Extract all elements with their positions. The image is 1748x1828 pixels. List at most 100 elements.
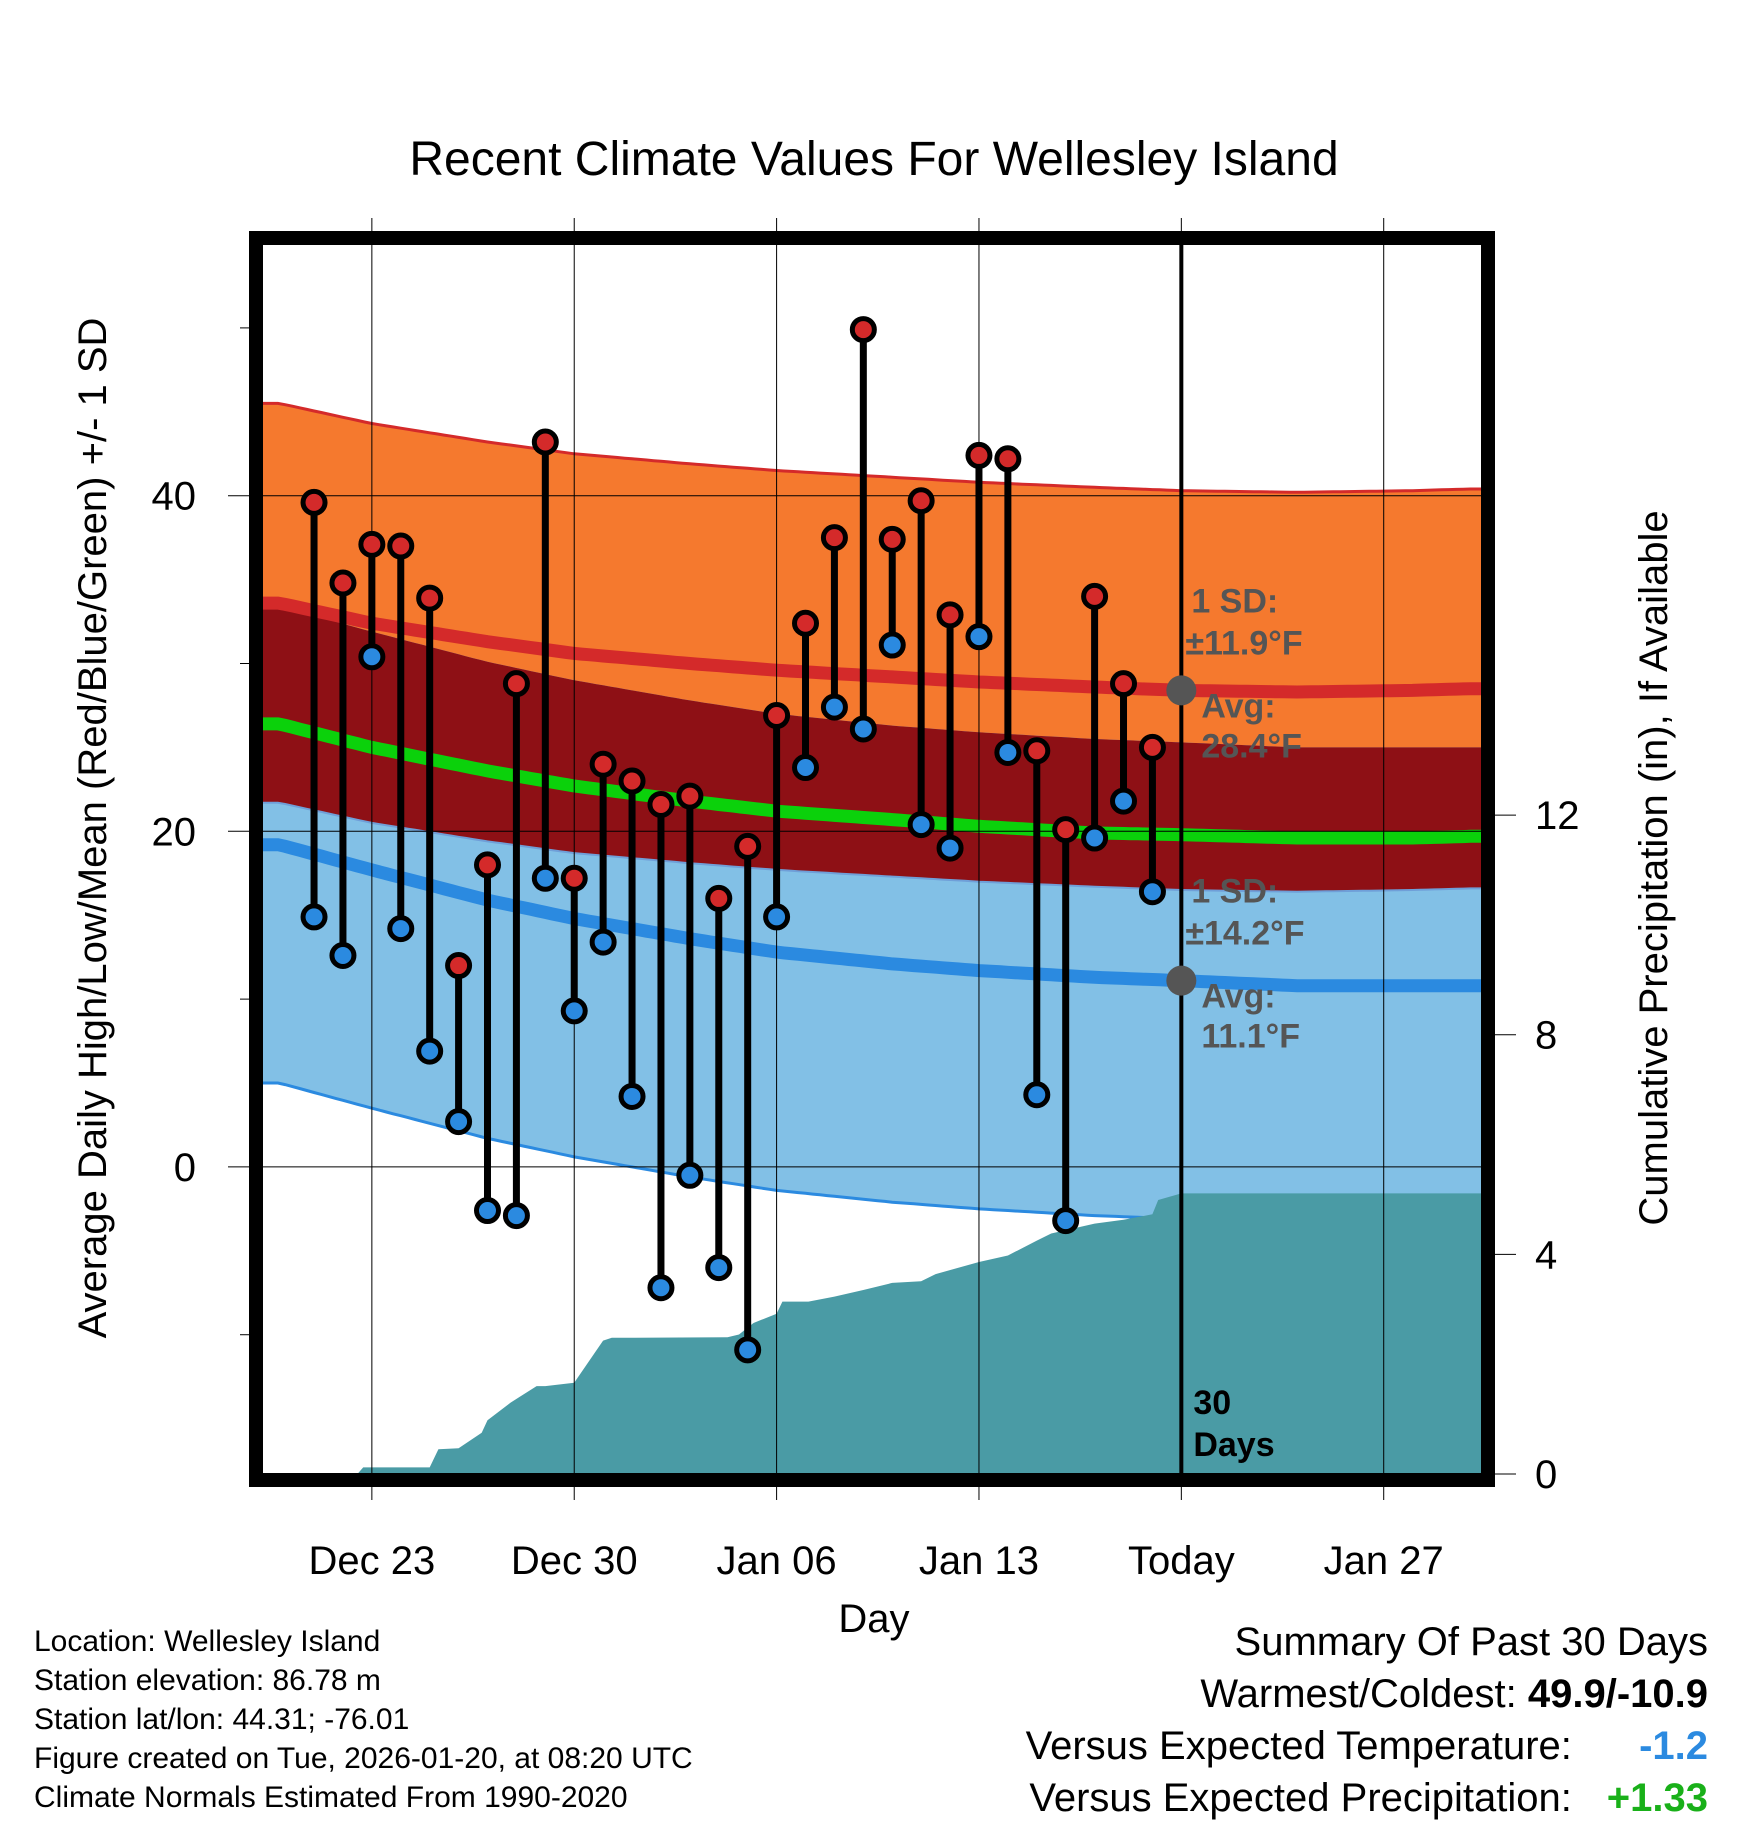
daily-high-point: [1081, 582, 1109, 610]
daily-low-point: [589, 928, 617, 956]
plot-frame: [249, 231, 1495, 1487]
x-axis-label: Day: [838, 1597, 909, 1641]
daily-high-point: [1110, 670, 1138, 698]
y2-tick-label: 12: [1535, 794, 1580, 838]
high-sd-lower-line: [262, 801, 1482, 893]
y2-tick-label: 4: [1535, 1233, 1557, 1277]
daily-high-point: [994, 445, 1022, 473]
overlap-band: [262, 606, 1482, 892]
daily-low-point: [473, 1197, 501, 1225]
summary-title: Summary Of Past 30 Days: [1234, 1620, 1708, 1664]
daily-high-point: [445, 952, 473, 980]
y-tick-label: 0: [174, 1146, 196, 1190]
daily-high-point: [589, 750, 617, 778]
daily-high-point: [936, 601, 964, 629]
x-tick-label: Today: [1128, 1539, 1235, 1583]
y-axis-label: Average Daily High/Low/Mean (Red/Blue/Gr…: [71, 318, 115, 1339]
temp-value: -1.2: [1639, 1724, 1708, 1768]
warm-cold-value: 49.9/-10.9: [1527, 1672, 1708, 1716]
chart-title: Recent Climate Values For Wellesley Isla…: [409, 133, 1338, 186]
daily-low-point: [531, 864, 559, 892]
daily-high-point: [300, 488, 328, 516]
daily-high-point: [387, 532, 415, 560]
precipitation-area: [262, 1193, 1482, 1474]
summary-precipitation: Versus Expected Precipitation: +1.33: [1029, 1776, 1708, 1821]
y2-tick-label: 0: [1535, 1453, 1557, 1497]
daily-low-point: [502, 1202, 530, 1230]
high-avg-marker: [1166, 675, 1197, 706]
daily-high-point: [502, 670, 530, 698]
high-avg-label: Avg:: [1201, 687, 1275, 725]
daily-low-point: [705, 1254, 733, 1282]
y-tick-label: 20: [152, 810, 197, 854]
y2-tick-label: 8: [1535, 1014, 1557, 1058]
normal-mean-line: [262, 717, 1482, 845]
daily-high-point: [358, 530, 386, 558]
daily-low-point: [734, 1336, 762, 1364]
normal-low-line: [262, 838, 1482, 993]
daily-high-point: [676, 782, 704, 810]
precip-value: +1.33: [1606, 1776, 1708, 1820]
high-sd-upper-line: [262, 401, 1482, 494]
daily-low-point: [1138, 878, 1166, 906]
summary-temperature: Versus Expected Temperature: -1.2: [1026, 1724, 1708, 1769]
daily-low-point: [965, 623, 993, 651]
daily-low-point: [1052, 1207, 1080, 1235]
info-location: Location: Wellesley Island: [34, 1625, 381, 1658]
days-count-label: 30: [1193, 1384, 1231, 1422]
y-tick-label: 40: [152, 475, 197, 519]
daily-high-point: [416, 584, 444, 612]
normal-high-line: [262, 596, 1482, 699]
daily-high-point: [763, 702, 791, 730]
x-tick-label: Jan 13: [919, 1539, 1039, 1583]
daily-low-point: [1023, 1081, 1051, 1109]
daily-low-point: [849, 715, 877, 743]
daily-low-point: [445, 1108, 473, 1136]
daily-low-point: [878, 631, 906, 659]
daily-low-point: [936, 834, 964, 862]
daily-high-point: [473, 851, 501, 879]
low-sd-value: ±14.2°F: [1185, 915, 1304, 953]
info-latlon: Station lat/lon: 44.31; -76.01: [34, 1703, 410, 1736]
daily-low-point: [792, 754, 820, 782]
x-tick-label: Jan 27: [1324, 1539, 1444, 1583]
station-info: Location: Wellesley Island Station eleva…: [34, 1622, 693, 1817]
daily-high-point: [560, 864, 588, 892]
info-elevation: Station elevation: 86.78 m: [34, 1664, 381, 1697]
daily-low-point: [1081, 824, 1109, 852]
high-sd-value: ±11.9°F: [1185, 624, 1302, 662]
daily-low-point: [300, 903, 328, 931]
daily-low-point: [647, 1274, 675, 1302]
daily-low-point: [763, 903, 791, 931]
daily-high-point: [329, 569, 357, 597]
daily-high-point: [1023, 737, 1051, 765]
y2-axis-label: Cumulative Precipitation (in), If Availa…: [1632, 510, 1676, 1225]
daily-high-point: [1138, 733, 1166, 761]
days-word-label: Days: [1193, 1426, 1274, 1464]
x-tick-label: Jan 06: [717, 1539, 837, 1583]
daily-low-point: [820, 693, 848, 721]
daily-high-point: [907, 487, 935, 515]
daily-low-point: [676, 1161, 704, 1189]
precip-label: Versus Expected Precipitation:: [1029, 1776, 1572, 1820]
daily-high-point: [792, 609, 820, 637]
warm-cold-label: Warmest/Coldest:: [1200, 1672, 1517, 1716]
x-tick-label: Dec 30: [511, 1539, 638, 1583]
daily-low-point: [1110, 787, 1138, 815]
low-avg-marker: [1166, 965, 1197, 996]
low-avg-label: Avg:: [1201, 978, 1275, 1016]
daily-high-point: [820, 524, 848, 552]
daily-low-point: [994, 738, 1022, 766]
daily-low-point: [358, 643, 386, 671]
daily-high-point: [878, 525, 906, 553]
daily-low-point: [560, 997, 588, 1025]
daily-low-point: [329, 941, 357, 969]
high-sd-label: 1 SD:: [1191, 582, 1278, 620]
daily-high-point: [849, 316, 877, 344]
daily-high-point: [965, 441, 993, 469]
daily-high-point: [618, 767, 646, 795]
high-avg-value: 28.4°F: [1201, 727, 1302, 765]
info-created: Figure created on Tue, 2026-01-20, at 08…: [34, 1742, 693, 1775]
daily-high-point: [734, 832, 762, 860]
